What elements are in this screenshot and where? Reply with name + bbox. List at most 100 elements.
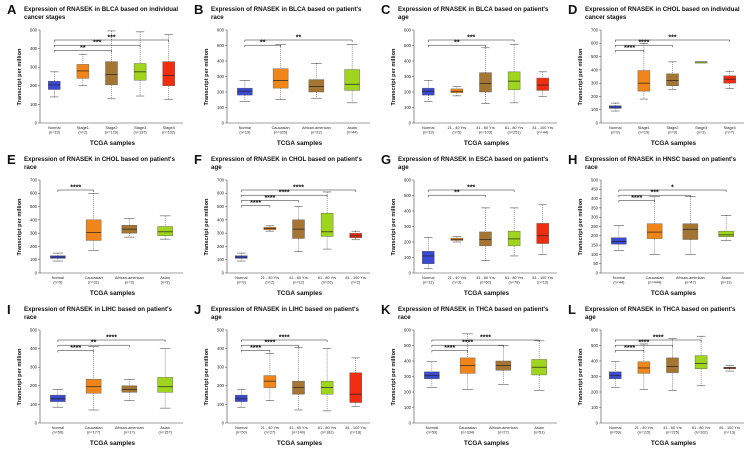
category-label: Stage3	[134, 126, 146, 130]
category-count: (n=78)	[509, 281, 521, 285]
y-tick-label: 200	[404, 89, 412, 94]
category-count: (n=2)	[351, 281, 361, 285]
significance-label: *	[671, 184, 674, 191]
category-label: 61 - 80 Yrs	[505, 126, 524, 130]
box-orange	[263, 375, 277, 388]
y-tick-label: 0	[409, 420, 412, 425]
y-tick-label: 100	[591, 252, 599, 257]
category-label: 21 - 40 Yrs	[448, 126, 467, 130]
y-tick-label: 0	[222, 420, 225, 425]
chart-panel-j: 0 100 200 300 400 500 Normal (n=50) 21 - 40 Yrs(…	[187, 300, 374, 450]
box-plot: 0 100 200 300 400 500 600 Normal(n=19) Caucasian…	[217, 27, 370, 135]
significance-label: **	[260, 40, 266, 47]
category-count: (n=9)	[611, 131, 621, 135]
category-count: (n=19)	[239, 131, 251, 135]
y-tick-label: 500	[404, 43, 412, 48]
y-tick-label: 200	[217, 383, 225, 388]
category-count: (n=50)	[52, 431, 64, 435]
significance-label: ****	[462, 340, 473, 347]
chart-panel-h: 0 50 100 150 200 250 300 350 400 450 500 Normal (n=4…	[561, 150, 748, 300]
chart-panel-e: 0 100 200 300 400 500 600 700 Normal (n=9) Caucasi…	[0, 150, 187, 300]
box-plot: 0 100 200 300 400 500 Normal(n=19) Stage1(n=2) S…	[30, 27, 183, 135]
box-brown	[479, 231, 492, 247]
category-label: 61 - 80 Yrs	[318, 426, 337, 430]
box-red	[162, 61, 175, 86]
category-label: 81 - 100 Yrs	[719, 426, 740, 430]
box-plot: 0100200300400500600700Normal(n=9)Stage1(…	[591, 27, 744, 135]
y-tick-label: 0	[596, 270, 599, 275]
category-label: Asian	[160, 426, 170, 430]
category-label: 41 - 60 Yrs	[476, 126, 495, 130]
category-count: (n=177)	[87, 431, 101, 435]
chart-title: Expression of RNASEK in THCA based on pa…	[398, 306, 549, 321]
significance-label: ****	[638, 40, 649, 47]
significance-label: ****	[250, 345, 261, 352]
y-tick-label: 500	[404, 343, 412, 348]
significance-label: ****	[106, 334, 117, 341]
x-axis-label: TCGA samples	[650, 440, 697, 447]
box-plot: 050100150200250300350400450500Normal(n=4…	[591, 177, 744, 285]
significance-label: ***	[467, 34, 475, 41]
y-tick-label: 300	[404, 224, 412, 229]
category-count: (n=115)	[637, 431, 651, 435]
y-tick-label: 500	[591, 343, 599, 348]
y-tick-label: 100	[591, 405, 599, 410]
category-label: Normal	[239, 126, 251, 130]
box-plot: 0 100 200 300 400 500 600 Normal(n=59) 21 - 40 Y…	[591, 327, 744, 435]
category-label: 81 - 100 Yrs	[345, 426, 366, 430]
category-label: Normal	[426, 426, 438, 430]
y-tick-label: 500	[591, 54, 599, 59]
chart-panel-g: 0 100 200 300 400 500 600 Normal (n=11) 21 - 40 Y…	[374, 150, 561, 300]
box-brown	[479, 72, 492, 93]
y-tick-label: 400	[591, 358, 599, 363]
box-orange	[637, 70, 651, 92]
box-orange	[646, 223, 663, 239]
category-count: (n=181)	[320, 431, 334, 435]
significance-label: ****	[293, 184, 304, 191]
y-tick-label: 700	[591, 27, 599, 32]
category-count: (n=132)	[162, 131, 176, 135]
category-count: (n=22)	[311, 131, 323, 135]
significance-label: **	[454, 40, 460, 47]
y-tick-label: 400	[217, 58, 225, 63]
category-count: (n=137)	[133, 131, 147, 135]
significance-label: **	[296, 34, 302, 41]
category-label: 41 - 60 Yrs	[476, 276, 495, 280]
significance-label: ***	[107, 34, 115, 41]
category-count: (n=19)	[49, 131, 61, 135]
panel-letter: I	[7, 302, 11, 317]
category-count: (n=11)	[423, 281, 435, 285]
significance-label: ****	[631, 195, 642, 202]
category-label: Asian	[721, 276, 731, 280]
category-count: (n=11)	[721, 281, 733, 285]
x-axis-label: TCGA samples	[463, 440, 510, 447]
chart-title: Expression of RNASEK in ESCA based on pa…	[398, 156, 549, 171]
box-plot: 0 100 200 300 400 500 600 700 Normal(n=9) 21 - 40…	[217, 177, 370, 285]
y-tick-label: 400	[591, 196, 599, 201]
significance-label: ****	[624, 345, 635, 352]
category-label: Normal	[422, 276, 434, 280]
category-count: (n=129)	[105, 131, 119, 135]
y-tick-label: 300	[591, 215, 599, 220]
panel-letter: C	[381, 2, 391, 17]
y-tick-label: 200	[404, 389, 412, 394]
y-tick-label: 400	[217, 217, 225, 222]
chart-panel-k: 0 100 200 300 400 500 600 Normal (n=59) Caucasian…	[374, 300, 561, 450]
y-tick-label: 300	[30, 65, 38, 70]
y-tick-label: 200	[30, 383, 38, 388]
box-red	[349, 372, 362, 403]
y-axis-label: Transcript per million	[578, 348, 584, 406]
significance-label: ****	[653, 334, 664, 341]
category-label: Asian	[347, 126, 357, 130]
category-count: (n=3)	[161, 281, 171, 285]
category-count: (n=225)	[666, 431, 680, 435]
chart-panel-a: 0 100 200 300 400 500 Normal (n=19) Stage1 (n=2) S…	[0, 0, 187, 150]
box-green	[694, 355, 708, 369]
y-tick-label: 600	[30, 191, 38, 196]
chart-title: Expression of RNASEK in CHOL based on pa…	[211, 156, 362, 171]
chart-panel-i: 0 100 200 300 400 500 Normal (n=50) Caucasian (n=…	[0, 300, 187, 450]
x-axis-label: TCGA samples	[276, 140, 323, 147]
y-tick-label: 500	[404, 193, 412, 198]
y-axis-label: Transcript per million	[204, 48, 210, 106]
